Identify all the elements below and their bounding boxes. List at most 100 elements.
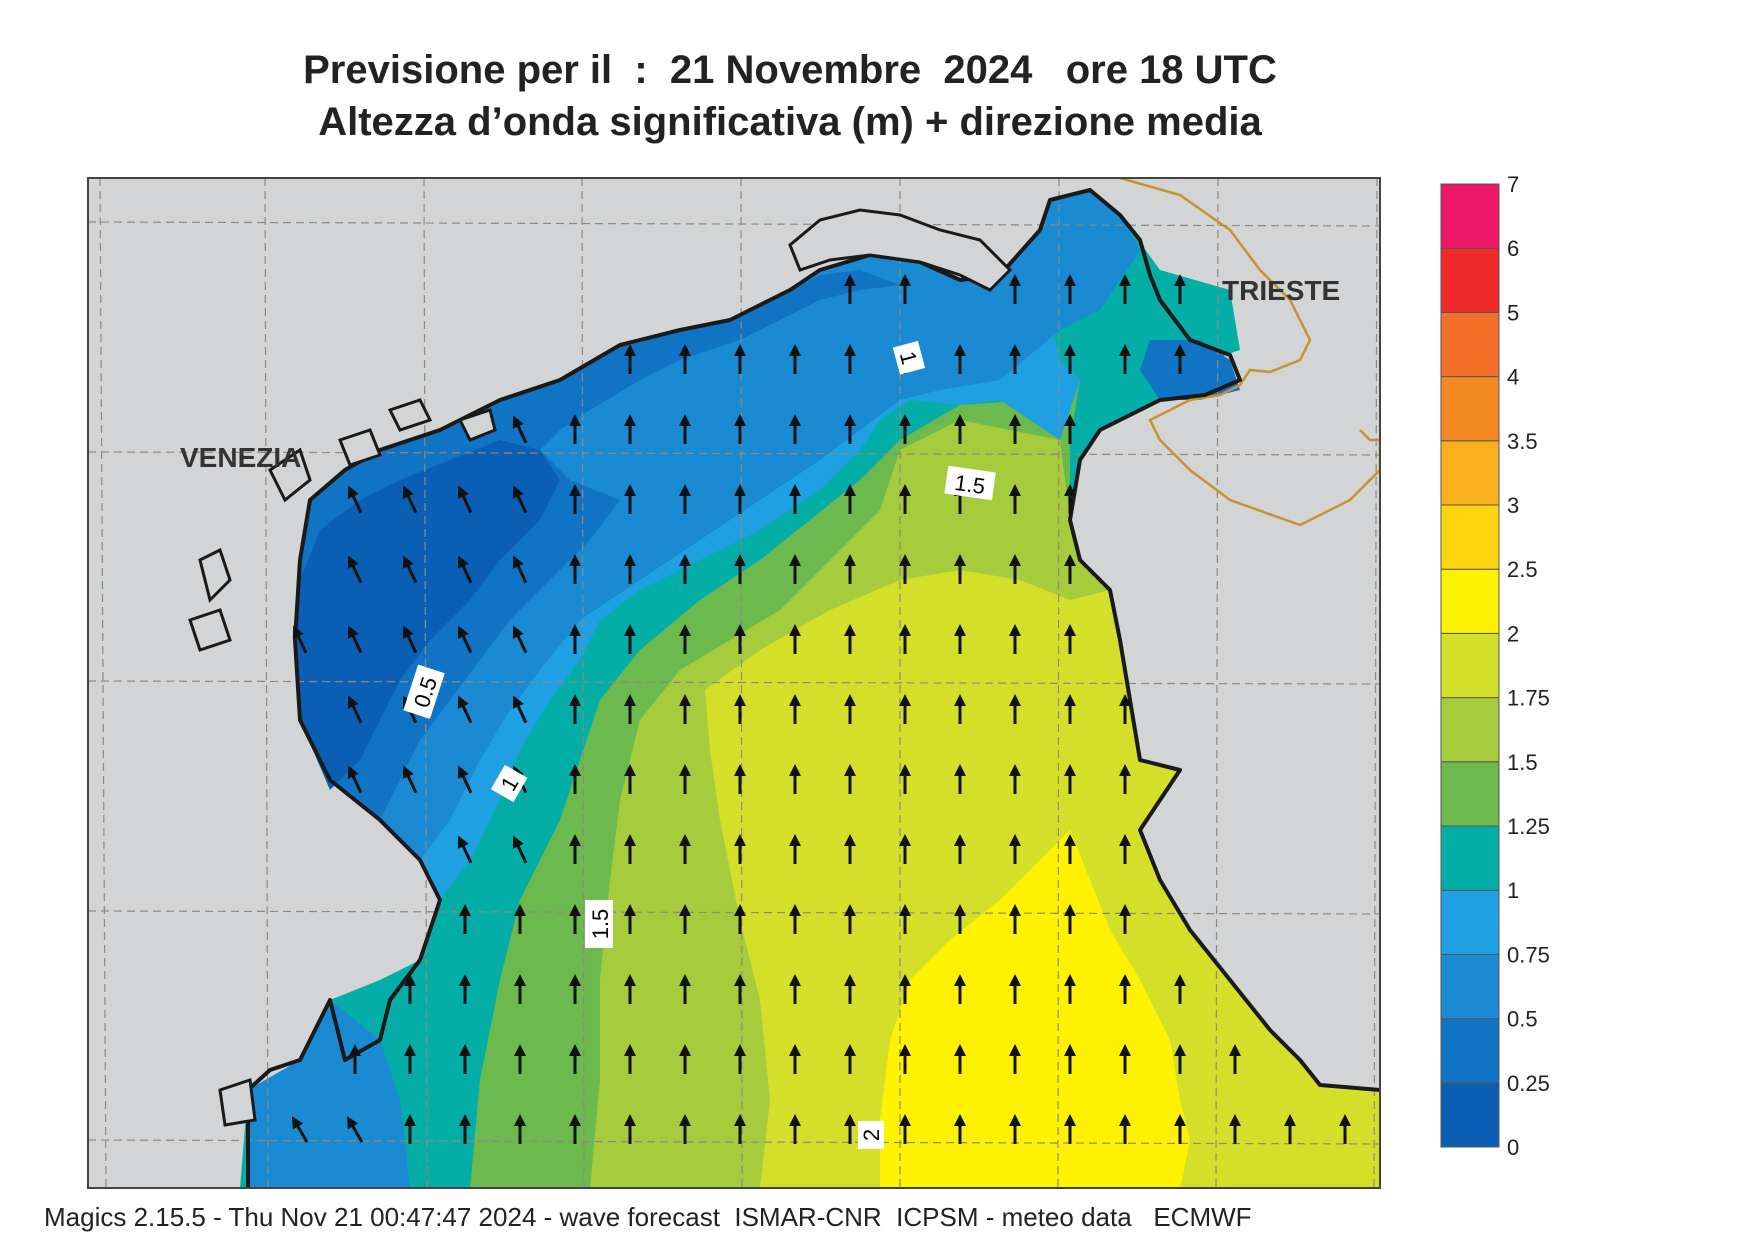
wave-direction-arrow <box>899 414 911 444</box>
arrow-head <box>514 904 526 916</box>
arrow-head <box>1064 414 1076 426</box>
wave-direction-arrow <box>954 344 966 374</box>
wave-direction-arrow <box>1009 904 1021 934</box>
wave-direction-arrow <box>954 694 966 724</box>
wave-direction-arrow <box>734 974 746 1004</box>
wave-direction-arrow <box>844 1114 856 1144</box>
legend-tick-label: 4 <box>1507 365 1519 390</box>
arrow-head <box>402 485 414 499</box>
wave-direction-arrow <box>954 764 966 794</box>
arrow-head <box>347 695 359 709</box>
wave-direction-arrow <box>624 974 636 1004</box>
arrow-head <box>512 485 524 499</box>
arrow-head <box>1119 904 1131 916</box>
city-label-trieste: TRIESTE <box>1222 275 1340 306</box>
arrow-head <box>899 554 911 566</box>
arrow-head <box>844 974 856 986</box>
arrow-head <box>1119 274 1131 286</box>
legend-swatch <box>1440 1082 1500 1148</box>
arrow-head <box>679 904 691 916</box>
arrow-head <box>292 1116 304 1130</box>
wave-direction-arrow <box>1064 624 1076 654</box>
wave-direction-arrow <box>1009 974 1021 1004</box>
arrow-head <box>844 344 856 356</box>
wave-direction-arrow <box>402 625 418 654</box>
wave-direction-arrow <box>292 625 308 654</box>
band-0-25-east <box>1140 340 1240 400</box>
arrow-head <box>899 1044 911 1056</box>
wave-direction-arrow <box>512 625 528 654</box>
wave-direction-arrow <box>459 974 471 1004</box>
wave-direction-arrow <box>514 1044 526 1074</box>
wave-direction-arrow <box>512 695 528 724</box>
legend-tick-label: 2.5 <box>1507 557 1538 582</box>
arrow-head <box>512 555 524 569</box>
arrow-head <box>1064 764 1076 776</box>
arrow-head <box>1064 974 1076 986</box>
footer-credits: Magics 2.15.5 - Thu Nov 21 00:47:47 2024… <box>44 1202 1252 1232</box>
legend-tick-label: 3.5 <box>1507 429 1538 454</box>
band-0-25 <box>295 270 900 820</box>
wave-direction-arrow <box>844 414 856 444</box>
wave-direction-arrow <box>514 904 526 934</box>
wave-direction-arrow <box>734 694 746 724</box>
wave-direction-arrow <box>1064 274 1076 304</box>
wave-direction-arrow <box>624 484 636 514</box>
wave-direction-arrow <box>624 834 636 864</box>
wave-direction-arrow <box>899 484 911 514</box>
arrow-head <box>457 835 469 849</box>
arrow-head <box>347 555 359 569</box>
wave-direction-arrow <box>347 1116 364 1143</box>
wave-direction-arrow <box>624 1044 636 1074</box>
wave-direction-arrow <box>1174 974 1186 1004</box>
wave-direction-arrow <box>844 904 856 934</box>
arrow-head <box>457 625 469 639</box>
arrow-head <box>624 624 636 636</box>
arrow-head <box>569 904 581 916</box>
wave-direction-arrow <box>1009 554 1021 584</box>
wave-direction-arrow <box>679 414 691 444</box>
wave-direction-arrow <box>679 974 691 1004</box>
arrow-head <box>844 834 856 846</box>
arrow-head <box>1009 974 1021 986</box>
wave-direction-arrow <box>899 904 911 934</box>
wave-direction-arrow <box>734 1114 746 1144</box>
wave-direction-arrow <box>899 1044 911 1074</box>
wave-direction-arrow <box>1064 554 1076 584</box>
legend-tick-label: 1 <box>1507 878 1519 903</box>
wave-direction-arrow <box>457 555 473 584</box>
wave-direction-arrow <box>1064 1114 1076 1144</box>
wave-direction-arrow <box>954 414 966 444</box>
wave-direction-arrow <box>624 414 636 444</box>
arrow-head <box>899 414 911 426</box>
grado-lagoon <box>788 208 1013 292</box>
wave-direction-arrow <box>789 1114 801 1144</box>
wave-direction-arrow <box>457 695 473 724</box>
wave-direction-arrow <box>789 624 801 654</box>
arrow-head <box>679 414 691 426</box>
wave-direction-arrow <box>844 974 856 1004</box>
legend-tick-label: 0.25 <box>1507 1071 1550 1096</box>
arrow-head <box>1119 974 1131 986</box>
arrow-head <box>402 625 414 639</box>
arrow-head <box>899 974 911 986</box>
wave-direction-arrow <box>569 764 581 794</box>
wave-direction-arrow <box>954 624 966 654</box>
arrow-head <box>404 1114 416 1126</box>
wave-direction-arrow <box>734 484 746 514</box>
arrow-head <box>512 835 524 849</box>
wave-direction-arrow <box>734 624 746 654</box>
wave-direction-arrow <box>459 1114 471 1144</box>
arrow-head <box>624 694 636 706</box>
arrow-head <box>1064 694 1076 706</box>
legend-swatch <box>1440 183 1500 249</box>
wave-direction-arrow <box>512 835 528 864</box>
contour-label: 1.5 <box>953 470 987 499</box>
arrow-head <box>624 834 636 846</box>
wave-direction-arrow <box>569 904 581 934</box>
wave-direction-arrow <box>789 344 801 374</box>
contour-label-box <box>490 764 528 803</box>
arrow-head <box>789 624 801 636</box>
arrow-head <box>679 554 691 566</box>
arrow-head <box>512 415 524 429</box>
